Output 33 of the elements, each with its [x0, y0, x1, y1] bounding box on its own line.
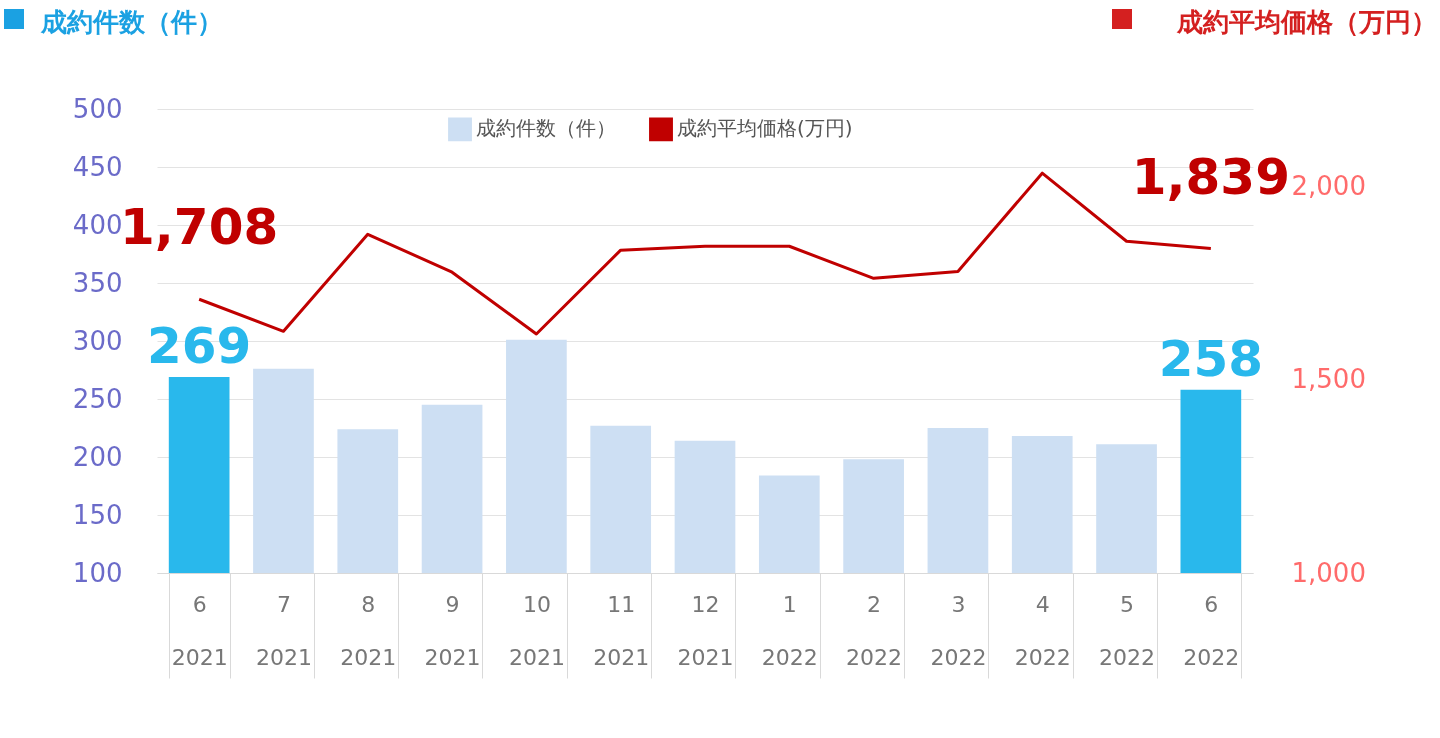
y2-tick-label: 1,500: [1291, 364, 1366, 395]
y-tick-label: 450: [72, 151, 123, 182]
y-tick-label: 500: [72, 93, 123, 124]
legend-label: 成約件数（件）: [476, 116, 616, 141]
category-label: 4 2022: [1014, 591, 1071, 670]
category-label: 5 2022: [1099, 591, 1156, 670]
y2-axis-title: 成約平均価格（万円）: [1175, 6, 1437, 37]
data-label: 1,708: [120, 198, 279, 257]
y-tick-label: 250: [72, 383, 123, 414]
category-label: 11 2021: [593, 591, 650, 670]
data-label: 258: [1158, 329, 1264, 388]
category-label: 8 2021: [340, 591, 397, 670]
y-tick-label: 400: [72, 209, 123, 240]
category-label: 6 2022: [1183, 591, 1240, 670]
y-tick-label: 300: [72, 325, 123, 356]
y-tick-label: 200: [72, 441, 123, 472]
category-label: 12 2021: [677, 591, 734, 670]
y-tick-label: 350: [72, 267, 123, 298]
category-label: 1 2022: [761, 591, 818, 670]
category-label: 3 2022: [930, 591, 987, 670]
data-label: 1,839: [1131, 147, 1290, 206]
data-label: 269: [146, 316, 252, 375]
legend-label: 成約平均価格(万円): [677, 116, 853, 141]
category-label: 10 2021: [508, 591, 565, 670]
category-label: 9 2021: [424, 591, 481, 670]
y2-tick-label: 1,000: [1291, 557, 1366, 588]
y-tick-label: 100: [72, 557, 123, 588]
category-label: 7 2021: [255, 591, 312, 670]
category-label: 6 2021: [171, 591, 228, 670]
y2-tick-label: 2,000: [1291, 170, 1366, 201]
y-tick-label: 150: [72, 499, 123, 530]
y-axis-title: 成約件数（件）: [39, 6, 223, 37]
category-label: 2 2022: [846, 591, 903, 670]
